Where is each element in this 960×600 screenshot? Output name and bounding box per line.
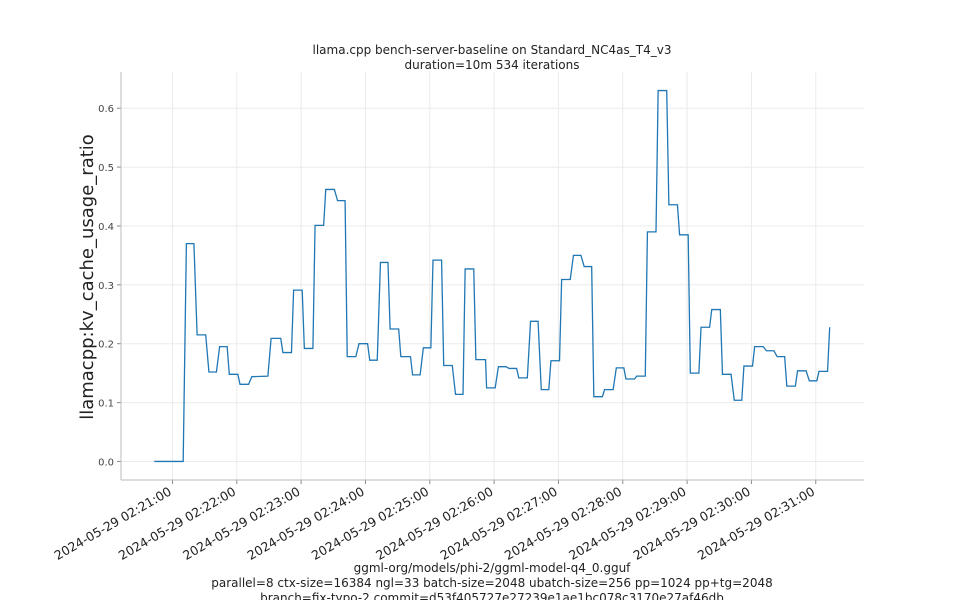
- footer-line: ggml-org/models/phi-2/ggml-model-q4_0.gg…: [354, 561, 632, 575]
- y-tick-label: 0.3: [98, 281, 114, 292]
- x-tick-label: 2024-05-29 02:29:00: [566, 484, 689, 563]
- x-tick-label: 2024-05-29 02:21:00: [51, 484, 174, 563]
- chart-subtitle: duration=10m 534 iterations: [405, 58, 580, 72]
- y-axis-label: llamacpp:kv_cache_usage_ratio: [77, 134, 98, 420]
- y-tick-label: 0.0: [98, 457, 114, 468]
- x-tick-label: 2024-05-29 02:23:00: [180, 484, 303, 563]
- x-tick-label: 2024-05-29 02:24:00: [244, 484, 367, 563]
- x-tick-label: 2024-05-29 02:22:00: [116, 484, 239, 563]
- footer-line: branch=fix-typo-2 commit=d53f405727e2723…: [260, 591, 724, 600]
- footer-line: parallel=8 ctx-size=16384 ngl=33 batch-s…: [211, 576, 772, 590]
- x-tick-label: 2024-05-29 02:26:00: [373, 484, 496, 563]
- x-tick-label: 2024-05-29 02:30:00: [630, 484, 753, 563]
- x-tick-label: 2024-05-29 02:27:00: [437, 484, 560, 563]
- chart-title: llama.cpp bench-server-baseline on Stand…: [313, 43, 672, 57]
- x-tick-label: 2024-05-29 02:31:00: [695, 484, 818, 563]
- data-line: [154, 89, 831, 463]
- y-tick-label: 0.6: [98, 104, 114, 115]
- y-tick-label: 0.2: [98, 340, 114, 351]
- x-tick-label: 2024-05-29 02:28:00: [502, 484, 625, 563]
- x-tick-label: 2024-05-29 02:25:00: [309, 484, 432, 563]
- y-tick-label: 0.5: [98, 163, 114, 174]
- y-tick-label: 0.1: [98, 399, 114, 410]
- y-tick-label: 0.4: [98, 222, 114, 233]
